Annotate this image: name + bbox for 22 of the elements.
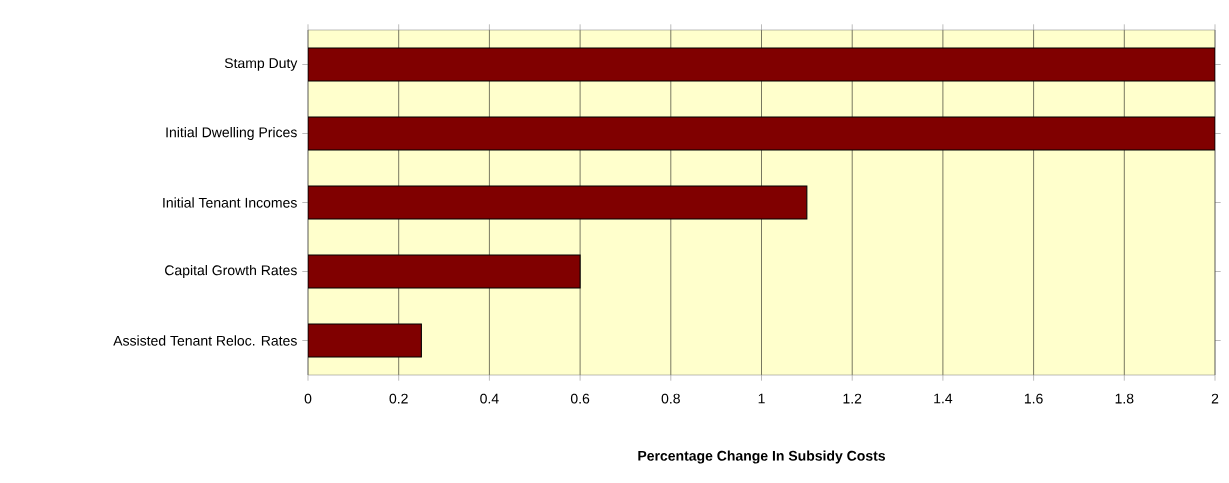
- y-tick-label: Stamp Duty: [224, 58, 298, 71]
- x-tick-label: 1: [758, 393, 765, 404]
- bar: [308, 185, 808, 220]
- y-tick-label: Capital Growth Rates: [165, 264, 297, 279]
- x-tick-label: 0.4: [480, 393, 499, 404]
- x-tick-label: 2: [1211, 393, 1219, 404]
- y-tick-label: Assisted Tenant Reloc. Rates: [113, 335, 297, 346]
- x-tick-label: 0: [304, 393, 312, 404]
- y-tick-label: Initial Dwelling Prices: [166, 126, 297, 141]
- bar: [308, 323, 422, 358]
- bar: [308, 254, 581, 289]
- bar: [308, 47, 1216, 82]
- x-tick-label: 1.2: [843, 393, 862, 404]
- y-tick-label: Initial Tenant Incomes: [163, 197, 297, 208]
- x-tick-label: 1.6: [1024, 393, 1043, 404]
- x-tick-label: 1.4: [934, 393, 953, 404]
- x-tick-label: 0.2: [389, 393, 408, 404]
- x-tick-label: 0.8: [661, 393, 680, 404]
- x-tick-label: 0.6: [570, 393, 590, 404]
- x-tick-label: 1.8: [1115, 393, 1134, 404]
- bar: [308, 116, 1216, 151]
- x-axis-title: Percentage Change In Subsidy Costs: [638, 450, 886, 464]
